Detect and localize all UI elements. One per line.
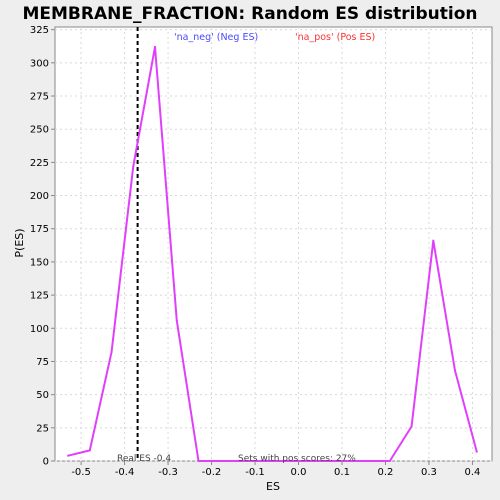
y-tick-label: 175 [30, 224, 49, 235]
y-tick-label: 25 [36, 423, 49, 434]
data-point [410, 425, 413, 428]
data-point [388, 460, 391, 462]
x-tick-label: -0.4 [115, 467, 135, 478]
data-point [432, 239, 435, 242]
y-axis-label: P(ES) [13, 228, 26, 257]
y-tick-label: 250 [30, 125, 49, 136]
data-point [197, 460, 200, 462]
x-tick-label: 0.2 [378, 467, 394, 478]
data-point [132, 165, 135, 168]
data-point [154, 45, 157, 48]
grid-lines [55, 27, 492, 462]
x-tick-label: 0.1 [334, 467, 350, 478]
x-axis-label: ES [266, 480, 280, 493]
plot-area [54, 26, 493, 462]
y-tick-label: 275 [30, 92, 49, 103]
y-tick-label: 225 [30, 158, 49, 169]
y-tick-label: 150 [30, 257, 49, 268]
x-tick-label: 0.3 [421, 467, 437, 478]
y-tick-label: 50 [36, 390, 49, 401]
x-tick-label: 0.4 [464, 467, 480, 478]
x-tick-label: 0.0 [291, 467, 307, 478]
data-point [88, 449, 91, 452]
series-layer [67, 45, 478, 462]
y-tick-label: 100 [30, 324, 49, 335]
data-point [67, 454, 70, 457]
y-tick-label: 325 [30, 25, 49, 36]
y-tick-label: 75 [36, 357, 49, 368]
legend-entry-pos: 'na_pos' (Pos ES) [295, 32, 375, 43]
x-tick-label: -0.1 [245, 467, 265, 478]
y-tick-label: 300 [30, 58, 49, 69]
real-es-annotation: Real ES -0.4 [117, 454, 171, 464]
pos-scores-annotation: Sets with pos scores: 27% [238, 454, 356, 464]
data-point [110, 351, 113, 354]
x-axis: -0.5 -0.4 -0.3 -0.2 -0.1 0.0 0.1 0.2 0.3 0.4 [71, 461, 480, 478]
data-point [175, 319, 178, 322]
y-tick-label: 0 [43, 457, 49, 468]
x-tick-label: -0.5 [71, 467, 91, 478]
x-tick-label: -0.3 [158, 467, 178, 478]
legend-entry-neg: 'na_neg' (Neg ES) [174, 32, 258, 43]
y-axis: 0 25 50 75 100 125 150 175 200 225 250 275 300 325 [30, 25, 55, 468]
data-point [475, 450, 478, 453]
data-point [454, 369, 457, 372]
data-point [219, 460, 222, 462]
x-tick-label: -0.2 [202, 467, 222, 478]
chart-title: MEMBRANE_FRACTION: Random ES distributio… [22, 4, 477, 24]
y-tick-label: 125 [30, 291, 49, 302]
y-tick-label: 200 [30, 191, 49, 202]
